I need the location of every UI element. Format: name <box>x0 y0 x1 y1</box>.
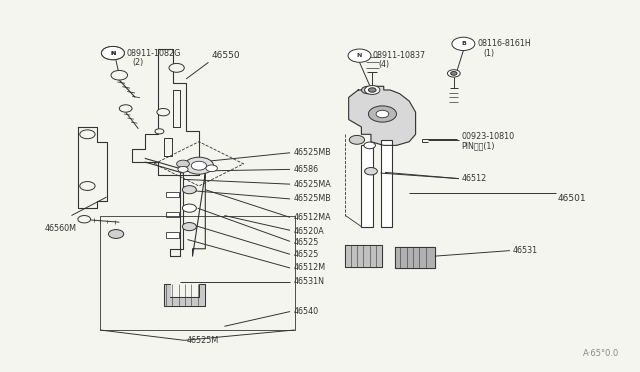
Text: 46520A: 46520A <box>293 227 324 235</box>
Circle shape <box>178 166 188 172</box>
Circle shape <box>376 110 389 118</box>
Polygon shape <box>164 284 205 306</box>
Circle shape <box>364 142 376 149</box>
Bar <box>381 140 392 227</box>
Text: 08911-10837: 08911-10837 <box>373 51 426 60</box>
Text: 46586: 46586 <box>293 165 318 174</box>
Circle shape <box>101 46 124 60</box>
Circle shape <box>111 70 127 80</box>
Circle shape <box>447 70 460 77</box>
Text: 46525MB: 46525MB <box>293 195 331 203</box>
Text: 08116-8161H: 08116-8161H <box>477 39 531 48</box>
Circle shape <box>182 186 196 194</box>
Text: (2): (2) <box>132 58 144 67</box>
Circle shape <box>155 129 164 134</box>
Circle shape <box>369 88 376 92</box>
Text: PINピン(1): PINピン(1) <box>461 141 495 150</box>
Circle shape <box>191 161 207 170</box>
Text: 46512MA: 46512MA <box>293 213 331 222</box>
Text: 46525MA: 46525MA <box>293 180 331 189</box>
Circle shape <box>80 130 95 139</box>
Circle shape <box>369 106 396 122</box>
Circle shape <box>365 86 380 94</box>
Bar <box>166 232 179 238</box>
Circle shape <box>362 86 374 94</box>
Text: 46501: 46501 <box>557 195 586 203</box>
Text: (4): (4) <box>379 60 390 70</box>
Text: 08911-1082G: 08911-1082G <box>127 49 181 58</box>
Text: 46525: 46525 <box>293 250 319 259</box>
Circle shape <box>451 71 457 75</box>
Circle shape <box>206 165 218 171</box>
Text: B: B <box>461 41 466 46</box>
Circle shape <box>182 222 196 231</box>
Text: 00923-10810: 00923-10810 <box>461 132 515 141</box>
Text: (1): (1) <box>483 49 494 58</box>
Circle shape <box>108 230 124 238</box>
Text: 46512M: 46512M <box>293 263 325 272</box>
Polygon shape <box>395 247 435 268</box>
Circle shape <box>365 167 378 175</box>
Circle shape <box>349 135 365 144</box>
Text: 46531N: 46531N <box>293 278 324 286</box>
Text: 46540: 46540 <box>293 307 318 316</box>
Bar <box>100 215 294 330</box>
Text: 46525MB: 46525MB <box>293 148 331 157</box>
Text: N: N <box>110 51 116 55</box>
Text: 46550: 46550 <box>212 51 240 60</box>
Text: N: N <box>357 53 362 58</box>
Text: 46525: 46525 <box>293 238 319 247</box>
Text: A·65°0.0: A·65°0.0 <box>583 349 620 358</box>
Text: 46531: 46531 <box>513 246 538 255</box>
Text: 46512: 46512 <box>461 174 486 183</box>
Circle shape <box>184 157 214 174</box>
Circle shape <box>182 204 196 212</box>
Bar <box>166 212 179 217</box>
Bar <box>166 192 179 197</box>
Circle shape <box>177 160 189 167</box>
Circle shape <box>157 109 170 116</box>
Circle shape <box>452 37 475 51</box>
Text: 46525M: 46525M <box>187 336 219 345</box>
Text: 46560M: 46560M <box>45 224 77 233</box>
Polygon shape <box>346 245 383 267</box>
Circle shape <box>348 49 371 62</box>
Text: N: N <box>110 51 116 55</box>
Circle shape <box>169 63 184 72</box>
Circle shape <box>119 105 132 112</box>
Polygon shape <box>349 86 415 145</box>
Circle shape <box>78 215 91 223</box>
Bar <box>362 145 373 227</box>
Circle shape <box>101 46 124 60</box>
Circle shape <box>80 182 95 190</box>
